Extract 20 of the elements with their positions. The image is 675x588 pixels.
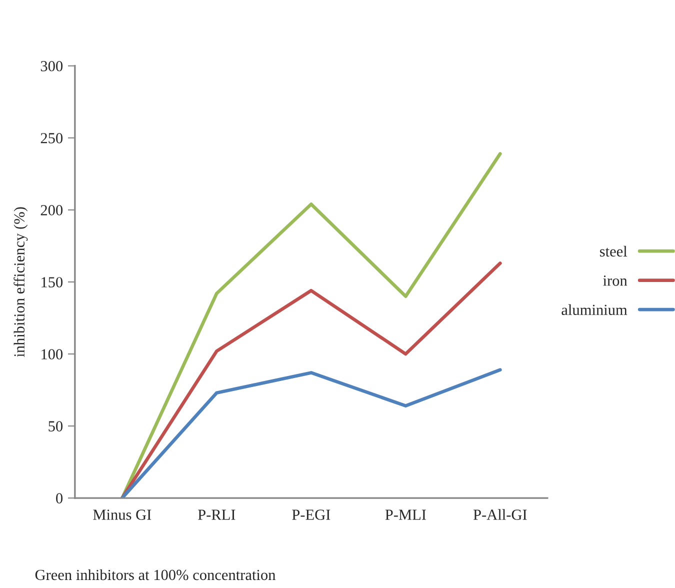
- y-tick-label: 300: [40, 60, 63, 72]
- y-tick-label: 50: [48, 421, 63, 432]
- y-tick-label: 200: [40, 205, 63, 216]
- y-tick-label: 0: [56, 493, 63, 504]
- y-tick-label: 150: [42, 277, 63, 288]
- x-tick-label: P-RLI: [198, 510, 236, 520]
- y-axis-title: inhibition efficiency (%): [14, 207, 28, 358]
- x-tick-label: Minus GI: [93, 510, 152, 520]
- x-tick-label: P-MLI: [385, 510, 426, 520]
- line-series: [120, 368, 502, 498]
- y-tick-label: 250: [40, 133, 63, 144]
- legend-label: aluminium: [562, 304, 628, 316]
- legend-label: iron: [603, 276, 628, 286]
- line-series: [120, 152, 502, 498]
- line-series: [120, 262, 502, 498]
- y-tick-label: 100: [42, 349, 63, 360]
- x-tick-label: P-EGI: [292, 510, 330, 520]
- x-axis-title: Green inhibitors at 100% concentration: [35, 569, 276, 580]
- legend-label: steel: [600, 246, 628, 257]
- x-tick-label: P-All-GI: [473, 509, 527, 520]
